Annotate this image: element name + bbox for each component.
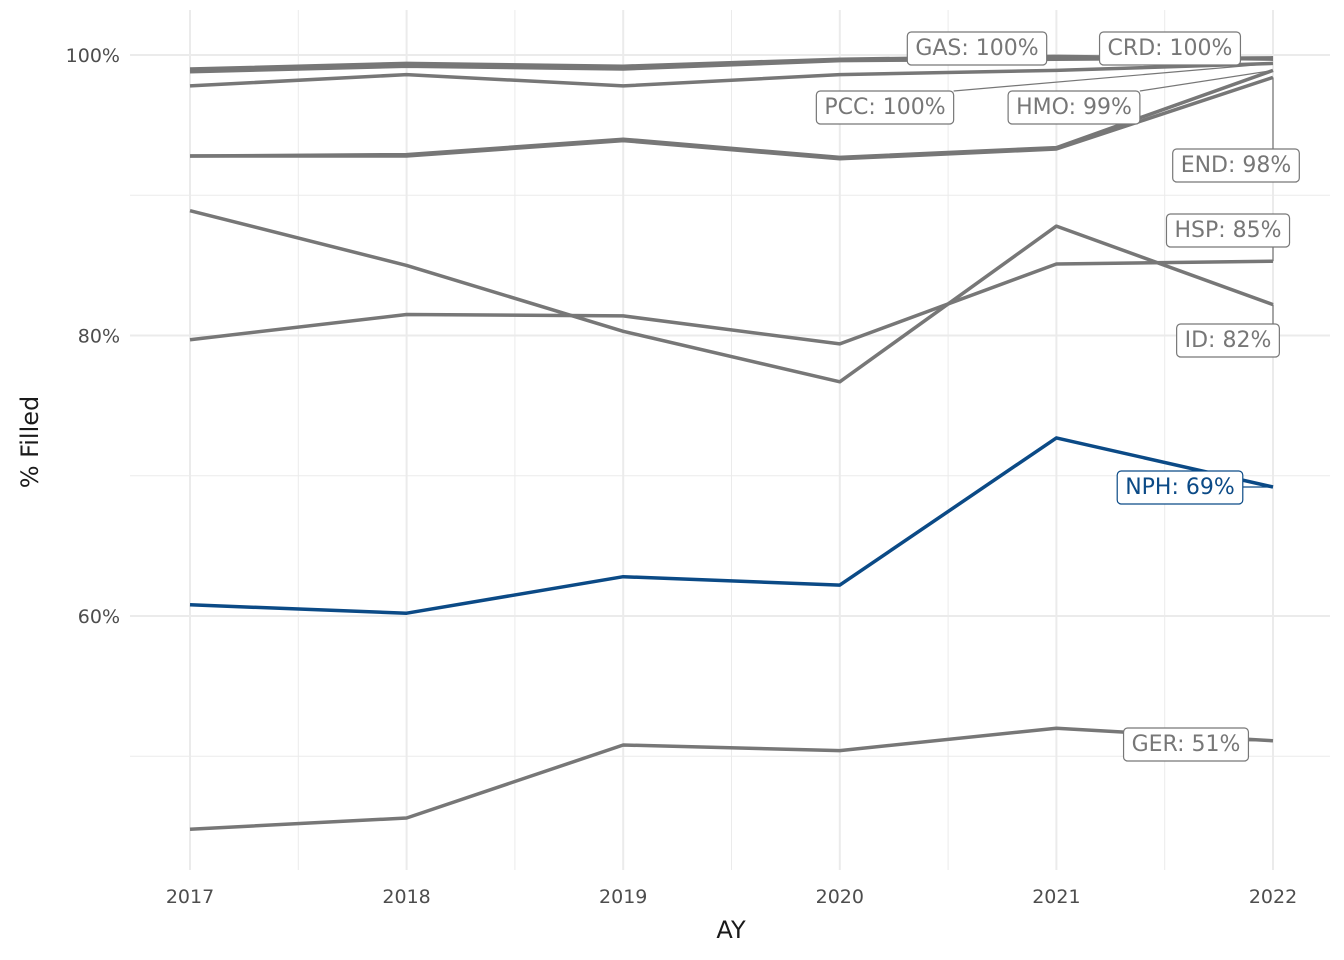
series-label-box bbox=[1172, 148, 1300, 183]
series-lines bbox=[189, 54, 1274, 831]
series-line-ger bbox=[189, 726, 1274, 831]
series-label-hsp: HSP: 85% bbox=[1165, 213, 1291, 248]
series-label-nph: NPH: 69% bbox=[1116, 470, 1244, 505]
series-label-box bbox=[1007, 90, 1141, 125]
series-label-text: NPH: 69% bbox=[1125, 475, 1235, 500]
y-tick-label: 60% bbox=[78, 606, 120, 628]
series-label-hmo: HMO: 99% bbox=[1007, 90, 1141, 125]
series-label-text: PCC: 100% bbox=[824, 95, 945, 120]
series-label-box bbox=[1165, 213, 1291, 248]
series-line-gas bbox=[189, 54, 1274, 71]
series-label-pcc: PCC: 100% bbox=[815, 90, 955, 125]
series-label-box bbox=[1116, 470, 1244, 505]
series-label-text: GAS: 100% bbox=[915, 36, 1038, 61]
x-tick-label: 2021 bbox=[1032, 886, 1080, 908]
x-tick-label: 2018 bbox=[382, 886, 430, 908]
series-line-hsp bbox=[189, 259, 1274, 346]
series-label-box bbox=[1122, 727, 1250, 762]
y-tick-label: 80% bbox=[78, 326, 120, 348]
series-label-text: GER: 51% bbox=[1132, 732, 1241, 757]
axis-ticks: 2017 2018 2019 2020 2021 2022 60% 80% 100% bbox=[66, 45, 1298, 908]
series-label-box bbox=[815, 90, 955, 125]
series-label-ger: GER: 51% bbox=[1122, 727, 1250, 762]
series-label-box bbox=[1098, 31, 1242, 66]
label-leader-pcc bbox=[953, 62, 1274, 92]
x-tick-label: 2020 bbox=[816, 886, 864, 908]
series-label-text: HMO: 99% bbox=[1016, 95, 1132, 120]
series-label-id: ID: 82% bbox=[1176, 323, 1280, 358]
series-label-end: END: 98% bbox=[1172, 148, 1300, 183]
series-line-end bbox=[190, 75, 1274, 161]
y-tick-label: 100% bbox=[66, 45, 120, 67]
y-axis-title: % Filled bbox=[16, 396, 44, 489]
x-tick-label: 2022 bbox=[1249, 886, 1297, 908]
series-label-gas: GAS: 100% bbox=[906, 31, 1048, 66]
series-label-crd: CRD: 100% bbox=[1098, 31, 1242, 66]
label-leader-hmo bbox=[1139, 69, 1274, 92]
series-label-text: ID: 82% bbox=[1185, 328, 1272, 353]
series-label-text: CRD: 100% bbox=[1108, 36, 1233, 61]
series-line-id bbox=[189, 209, 1274, 384]
x-tick-label: 2017 bbox=[166, 886, 214, 908]
series-label-box bbox=[1176, 323, 1280, 358]
x-axis-title: AY bbox=[716, 916, 746, 944]
series-label-box bbox=[906, 31, 1048, 66]
x-tick-label: 2019 bbox=[599, 886, 647, 908]
series-label-text: END: 98% bbox=[1181, 153, 1292, 178]
series-label-text: HSP: 85% bbox=[1174, 218, 1281, 243]
series-line-nph bbox=[189, 436, 1274, 615]
series-labels: GAS: 100% CRD: 100% PCC: 100% HMO: 99% END: … bbox=[815, 31, 1300, 762]
series-line-pcc bbox=[189, 61, 1274, 88]
